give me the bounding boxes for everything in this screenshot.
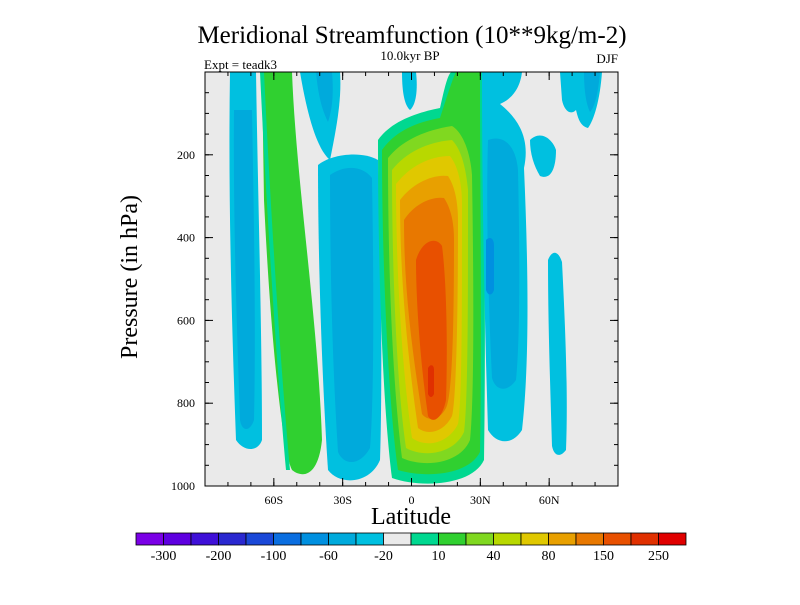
x-tick-label: 30S [333, 493, 352, 507]
y-tick-label: 800 [177, 396, 195, 410]
sh-mid-negative-strip [316, 72, 333, 122]
colorbar-swatch [355, 532, 384, 546]
nh-negative-core [486, 238, 494, 295]
colorbar-label: 150 [593, 549, 614, 564]
chart-title: Meridional Streamfunction (10**9kg/m-2) [197, 22, 626, 49]
x-tick-label: 0 [409, 493, 415, 507]
colorbar-swatch [575, 532, 604, 546]
colorbar-swatch [465, 532, 494, 546]
chart-subtitle: 10.0kyr BP [380, 48, 439, 63]
colorbar-swatch [218, 532, 247, 546]
sh-positive-thin-band [260, 72, 290, 470]
nh-polar-inner [584, 72, 600, 112]
y-tick-label: 1000 [171, 479, 195, 493]
sh-far-negative-inner [233, 110, 255, 429]
colorbar-label: 10 [432, 549, 446, 564]
colorbar-label: 40 [487, 549, 501, 564]
colorbar-swatch [603, 532, 632, 546]
x-tick-label: 60N [539, 493, 560, 507]
colorbar-swatch [328, 532, 357, 546]
colorbar-swatch [300, 532, 329, 546]
colorbar-swatch [163, 532, 192, 546]
colorbar-swatch [520, 532, 549, 546]
nh-lower-cyan [548, 252, 567, 455]
colorbar-swatch [245, 532, 274, 546]
x-tick-label: 30N [470, 493, 491, 507]
y-tick-label: 400 [177, 231, 195, 245]
y-tick-label: 200 [177, 148, 195, 162]
sh-positive-outer [262, 72, 322, 475]
colorbar-label: 80 [542, 549, 556, 564]
colorbar-swatch [273, 532, 302, 546]
nh-negative-inner [487, 138, 520, 389]
colorbar-label: -20 [374, 549, 393, 564]
colorbar-swatch [493, 532, 522, 546]
x-axis-label: Latitude [371, 504, 451, 530]
colorbar-swatch [383, 532, 412, 546]
y-axis-label: Pressure (in hPa) [117, 195, 143, 359]
colorbar-swatch [190, 532, 219, 546]
hadley-level-8 [416, 240, 447, 420]
colorbar-swatch [548, 532, 577, 546]
colorbar-label: 250 [648, 549, 669, 564]
contour-fields [229, 72, 602, 484]
colorbar-swatch [410, 532, 439, 546]
colorbar: -300 -200 -100 -60 -20 10 40 80 150 250 [135, 532, 687, 564]
x-tick-label: 60S [264, 493, 283, 507]
x-axis-ticks: 60S 30S 0 30N 60N [264, 72, 560, 507]
colorbar-swatch [630, 532, 659, 546]
sh-negative-inner [330, 167, 374, 463]
nh-mid-cyan [530, 135, 556, 177]
colorbar-label: -100 [261, 549, 287, 564]
colorbar-swatch [438, 532, 467, 546]
experiment-note: Expt = teadk3 [204, 57, 277, 72]
plot-area: 60S 30S 0 30N 60N 200 400 600 800 1000 [171, 71, 619, 507]
colorbar-label: -60 [319, 549, 338, 564]
equatorial-upper-cyan [402, 72, 417, 110]
colorbar-label: -200 [206, 549, 232, 564]
colorbar-swatch [658, 532, 687, 546]
y-tick-label: 600 [177, 313, 195, 327]
colorbar-label: -300 [151, 549, 177, 564]
hadley-core-max [428, 365, 434, 397]
y-axis-ticks: 200 400 600 800 1000 [171, 148, 618, 493]
season-note: DJF [596, 51, 618, 66]
colorbar-swatch [135, 532, 164, 546]
